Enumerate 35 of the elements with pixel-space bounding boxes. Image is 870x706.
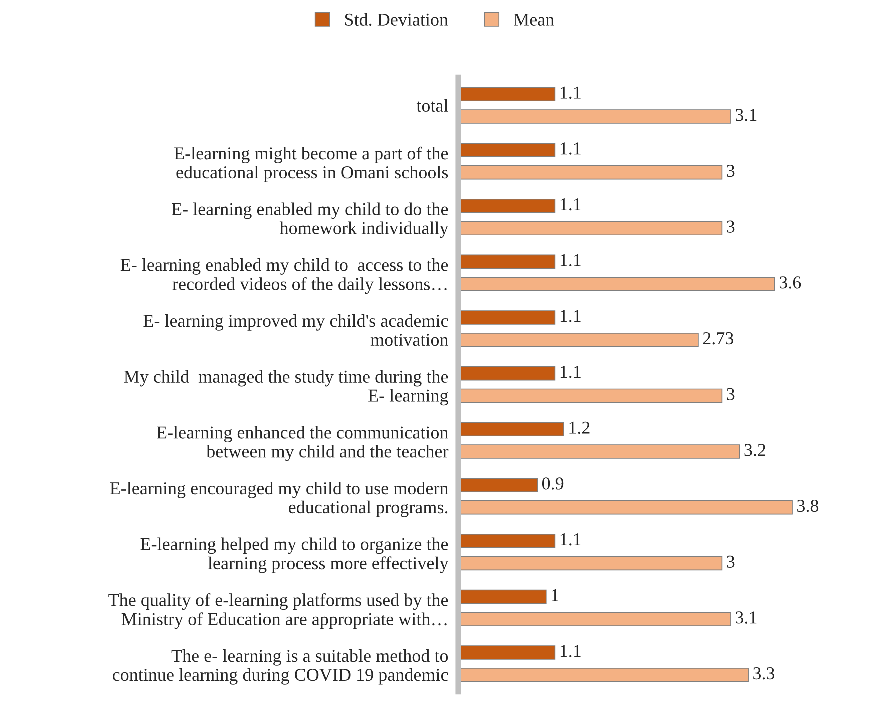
y-tick-label: E- learning enabled my child to access to the recorded videos of the daily lessons… [120,258,448,294]
data-label: 3.3 [754,668,775,680]
data-label: 1.1 [560,198,581,211]
data-label: 1.1 [560,534,581,546]
data-label: 3 [727,388,735,400]
legend-label: Std. Deviation [345,13,448,26]
data-label: 3.1 [736,612,757,624]
data-label: 3.2 [744,444,766,456]
data-label: 1.1 [560,645,581,658]
y-tick-label: E-learning might become a part of the educational process in Omani schools [174,146,448,182]
data-label: 1.1 [560,86,581,100]
data-label: 1.1 [560,366,581,378]
y-tick-label: total [416,99,448,112]
data-label: 1 [552,589,558,602]
data-label: 1.2 [570,422,590,434]
data-label: 3.8 [798,500,819,512]
data-label: 0.9 [542,478,564,490]
y-tick-label: My child managed the study time during the E- learning [124,370,448,406]
y-tick-label: E- learning enabled my child to do the homework individually [172,202,449,238]
y-tick-label: The e- learning is a suitable method to continue learning during COVID 19 pandemic [113,649,448,685]
data-label: 3.1 [736,109,757,122]
data-label: 3 [727,164,735,178]
data-label: 2.73 [703,332,734,345]
data-label: 3 [727,556,735,568]
data-label: 1.1 [560,142,581,155]
data-label: 1.1 [560,254,581,267]
legend-label: Mean [514,14,554,26]
y-tick-label: E-learning encouraged my child to use modern educational programs. [110,482,448,518]
y-tick-label: E-learning helped my child to organize the learning process more effectively [140,538,449,574]
y-tick-label: E- learning improved my child's academic motivation [144,314,448,346]
y-tick-label: E-learning enhanced the communication between my child and the teacher [157,426,449,462]
y-tick-label: The quality of e-learning platforms used by the Ministry of Education are appropriate with… [108,593,448,630]
data-label: 3.6 [780,276,802,289]
data-label: 3 [727,220,735,233]
data-label: 1.1 [560,310,581,322]
